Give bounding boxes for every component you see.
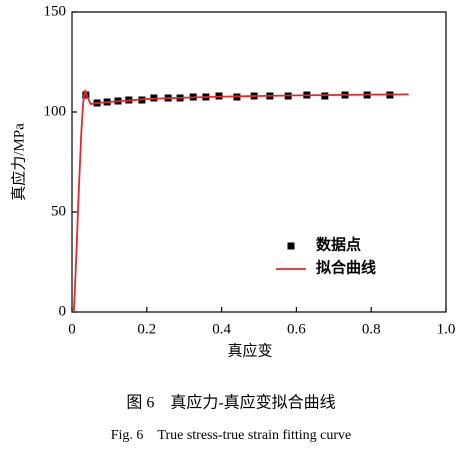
legend-label: 拟合曲线 <box>316 258 376 276</box>
caption: 图 6 真应力-真应变拟合曲线 <box>126 393 335 412</box>
y-tick-label: 150 <box>44 3 67 19</box>
x-axis-title: 真应变 <box>227 341 272 359</box>
plot-frame <box>71 11 447 313</box>
legend-label: 数据点 <box>316 235 361 253</box>
data-point <box>321 92 329 100</box>
x-tick-label: 1.0 <box>437 321 456 337</box>
y-axis-title: 真应力/MPa <box>9 123 27 201</box>
x-tick-label: 0.4 <box>212 321 231 337</box>
y-tick-label: 100 <box>44 103 67 119</box>
y-tick-label: 0 <box>59 303 67 319</box>
x-tick-label: 0 <box>68 321 76 337</box>
fit-line <box>72 89 409 313</box>
x-tick-label: 0.8 <box>362 321 381 337</box>
y-tick-label: 50 <box>51 203 66 219</box>
x-tick-label: 0.2 <box>137 321 156 337</box>
x-tick-label: 0.6 <box>287 321 306 337</box>
caption-en: Fig. 6 True stress-true strain fitting c… <box>111 428 352 443</box>
legend-marker <box>287 242 295 250</box>
